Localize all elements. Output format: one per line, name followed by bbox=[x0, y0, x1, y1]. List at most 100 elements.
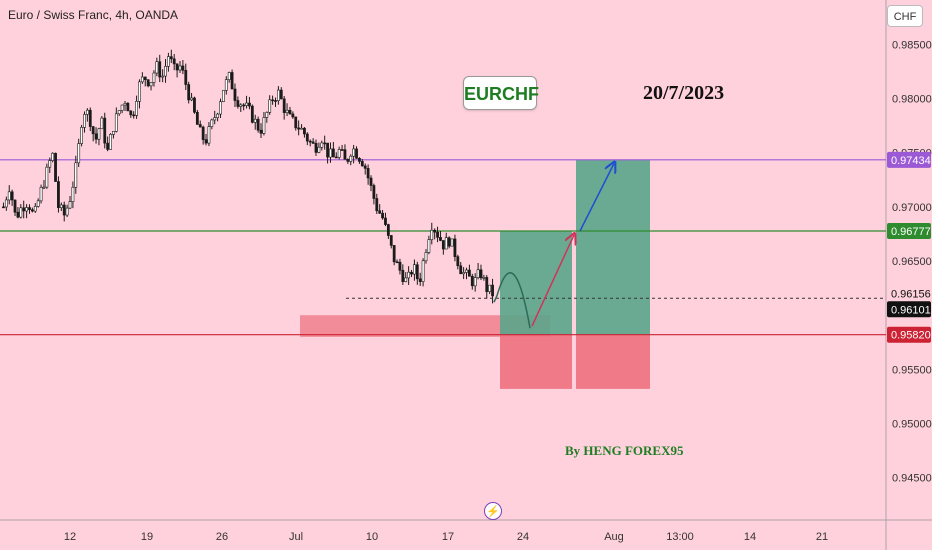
currency-button[interactable]: CHF bbox=[887, 5, 923, 27]
candle-body bbox=[123, 102, 127, 106]
candle-body bbox=[421, 260, 425, 282]
candle-body bbox=[314, 142, 318, 153]
candle-body bbox=[450, 238, 454, 247]
candle-body bbox=[467, 269, 471, 277]
candle-body bbox=[45, 166, 49, 188]
candle-body bbox=[149, 82, 153, 87]
candle-body bbox=[204, 139, 208, 144]
candle-body bbox=[120, 104, 124, 111]
candle-body bbox=[224, 79, 228, 91]
candle-body bbox=[473, 277, 477, 287]
candle-body bbox=[135, 101, 138, 116]
candle-body bbox=[201, 126, 205, 140]
candle-body bbox=[427, 239, 431, 253]
candle-body bbox=[456, 256, 460, 267]
candle-body bbox=[268, 99, 272, 113]
candle-body bbox=[433, 229, 437, 233]
candle-body bbox=[291, 113, 295, 118]
x-tick-label: Jul bbox=[289, 531, 303, 543]
y-tick-label: 0.95000 bbox=[892, 419, 932, 431]
candle-body bbox=[444, 237, 448, 250]
candle-body bbox=[36, 200, 40, 207]
candle-body bbox=[164, 66, 167, 77]
candle-body bbox=[138, 81, 141, 102]
candle-body bbox=[453, 238, 457, 257]
candle-body bbox=[195, 111, 199, 125]
x-tick-label: 26 bbox=[216, 531, 228, 543]
candle-body bbox=[317, 146, 321, 153]
candle-body bbox=[91, 126, 95, 135]
candle-body bbox=[54, 152, 57, 182]
candle-body bbox=[178, 65, 182, 71]
candle-body bbox=[187, 84, 191, 101]
candle-body bbox=[398, 261, 402, 271]
candle-body bbox=[329, 148, 332, 158]
x-tick-label: 13:00 bbox=[666, 531, 694, 543]
candle-body bbox=[126, 102, 130, 112]
candle-body bbox=[19, 207, 23, 218]
candle-body bbox=[239, 104, 243, 107]
y-tick-label: 0.94500 bbox=[892, 473, 932, 485]
candle-body bbox=[88, 109, 92, 127]
candle-body bbox=[294, 116, 298, 129]
candle-body bbox=[285, 109, 289, 113]
y-tick-label: 0.98500 bbox=[892, 39, 932, 51]
candle-body bbox=[236, 100, 240, 107]
candle-body bbox=[271, 99, 275, 102]
candle-body bbox=[155, 61, 159, 74]
x-tick-label: 12 bbox=[64, 531, 76, 543]
candle-body bbox=[146, 79, 150, 87]
candle-body bbox=[59, 204, 63, 208]
candle-body bbox=[30, 209, 34, 212]
y-tick-label: 0.98000 bbox=[892, 93, 932, 105]
x-tick-label: 19 bbox=[141, 531, 153, 543]
candle-body bbox=[198, 124, 202, 128]
candle-body bbox=[109, 134, 112, 150]
candle-body bbox=[465, 269, 468, 273]
candle-body bbox=[256, 118, 260, 131]
candle-body bbox=[129, 110, 133, 116]
price-label-bg bbox=[887, 223, 931, 240]
candle-body bbox=[4, 199, 8, 208]
chart-title: Euro / Swiss Franc, 4h, OANDA bbox=[8, 8, 179, 22]
candle-body bbox=[326, 142, 329, 158]
x-tick-label: 24 bbox=[517, 531, 529, 543]
trade2-profit-zone bbox=[576, 159, 650, 335]
candle-body bbox=[172, 58, 176, 65]
candle-body bbox=[48, 160, 52, 168]
candle-body bbox=[13, 199, 17, 213]
symbol-label: EURCHF bbox=[463, 76, 539, 110]
candle-body bbox=[276, 89, 280, 101]
price-label-bg bbox=[887, 285, 931, 302]
candle-body bbox=[389, 235, 393, 246]
candle-body bbox=[233, 88, 237, 101]
candle-body bbox=[245, 102, 248, 106]
y-tick-label: 0.96500 bbox=[892, 256, 932, 268]
demand-zone bbox=[300, 315, 550, 337]
projection-arrow-target bbox=[579, 164, 614, 232]
candle-body bbox=[161, 75, 165, 78]
price-label-bg bbox=[887, 151, 931, 168]
candle-body bbox=[346, 159, 350, 162]
y-tick-label: 0.97000 bbox=[892, 202, 932, 214]
candle-body bbox=[143, 76, 147, 81]
candle-body bbox=[331, 148, 335, 158]
price-label: 0.95820 bbox=[891, 330, 931, 342]
candle-body bbox=[193, 97, 196, 113]
candle-body bbox=[222, 90, 225, 102]
x-tick-label: 10 bbox=[366, 531, 378, 543]
candle-body bbox=[265, 112, 269, 118]
candle-body bbox=[488, 284, 492, 292]
lightning-icon[interactable]: ⚡ bbox=[484, 502, 502, 520]
candle-body bbox=[132, 114, 136, 117]
candle-body bbox=[392, 245, 396, 263]
candle-body bbox=[100, 117, 104, 130]
candle-body bbox=[112, 131, 115, 135]
candle-body bbox=[114, 113, 118, 132]
candle-body bbox=[94, 133, 98, 140]
candle-body bbox=[117, 110, 121, 115]
candle-body bbox=[190, 97, 193, 101]
x-tick-label: 14 bbox=[744, 531, 756, 543]
